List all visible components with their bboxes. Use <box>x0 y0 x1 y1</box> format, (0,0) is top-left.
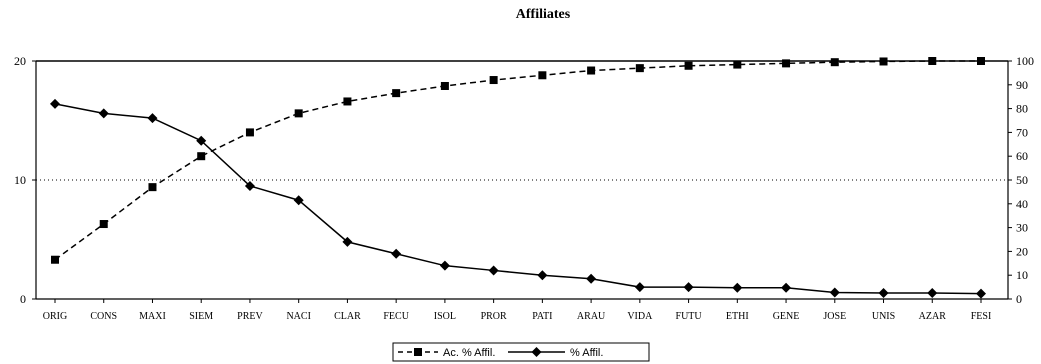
cumulative-point <box>879 57 888 66</box>
x-tick-label: SIEM <box>189 311 213 322</box>
x-tick-label: FESI <box>971 311 992 322</box>
x-tick-label: CONS <box>90 311 117 322</box>
cumulative-series-line <box>54 60 981 261</box>
left-axis-ticks: 0 10 20 <box>14 54 36 306</box>
x-tick-label: AZAR <box>919 311 947 322</box>
cumulative-point <box>245 128 254 137</box>
percent-point <box>732 282 743 293</box>
right-axis-ticks: 0 10 20 30 40 50 60 70 80 90 100 <box>1008 54 1034 306</box>
cumulative-point <box>343 97 352 106</box>
cumulative-point <box>830 58 839 67</box>
cumulative-point <box>294 109 303 118</box>
x-tick-label: UNIS <box>872 311 895 322</box>
x-tick-label: FUTU <box>676 311 703 322</box>
x-tick-label: PROR <box>481 311 507 322</box>
legend: Ac. % Affil. % Affil. <box>392 342 650 362</box>
cumulative-point <box>635 64 644 73</box>
x-tick-label: CLAR <box>334 311 361 322</box>
right-tick-label: 20 <box>1016 244 1028 258</box>
percent-point <box>829 287 840 298</box>
percent-point <box>342 236 353 247</box>
percent-point <box>293 195 304 206</box>
left-tick-label: 20 <box>14 54 26 68</box>
cumulative-point <box>51 255 59 264</box>
right-tick-label: 50 <box>1016 173 1028 187</box>
chart-title: Affiliates <box>516 7 571 22</box>
legend-marker-percent <box>531 347 542 357</box>
legend-marker-cumulative <box>414 348 422 356</box>
cumulative-point <box>782 59 791 68</box>
percent-point <box>196 135 207 146</box>
x-tick-label: PREV <box>237 311 263 322</box>
percent-point <box>634 282 645 293</box>
cumulative-point <box>733 60 742 69</box>
x-tick-label: PATI <box>532 311 552 322</box>
percent-point <box>586 273 597 284</box>
percent-point <box>878 288 889 299</box>
right-tick-label: 70 <box>1016 125 1028 139</box>
right-tick-label: 100 <box>1016 54 1034 68</box>
cumulative-point <box>99 220 108 229</box>
series-markers <box>50 57 986 299</box>
right-tick-label: 60 <box>1016 149 1028 163</box>
percent-point <box>391 248 402 259</box>
cumulative-point <box>587 66 596 75</box>
right-tick-label: 30 <box>1016 221 1028 235</box>
x-axis-ticks: ORIG CONS MAXI SIEM PREV NACI CLAR FECU ISOL PROR… <box>43 299 992 322</box>
percent-point <box>50 98 60 109</box>
percent-point <box>927 288 938 299</box>
right-tick-label: 90 <box>1016 78 1028 92</box>
right-tick-label: 80 <box>1016 102 1028 116</box>
x-tick-label: VIDA <box>627 311 653 322</box>
cumulative-point <box>197 152 206 161</box>
axes <box>35 60 1009 300</box>
x-tick-label: MAXI <box>139 311 166 322</box>
percent-point <box>537 270 548 281</box>
x-tick-label: ISOL <box>434 311 456 322</box>
x-tick-label: JOSE <box>823 311 846 322</box>
cumulative-point <box>148 183 157 192</box>
left-tick-label: 0 <box>20 292 26 306</box>
series-lines <box>54 60 982 295</box>
legend-label-percent: % Affil. <box>570 347 603 359</box>
left-tick-label: 10 <box>14 173 26 187</box>
percent-point <box>98 108 109 119</box>
x-tick-label: ARAU <box>577 311 606 322</box>
percent-point <box>147 113 158 124</box>
x-tick-label: ETHI <box>726 311 749 322</box>
cumulative-point <box>489 76 498 85</box>
cumulative-point <box>392 89 401 98</box>
percent-point <box>976 288 986 299</box>
percent-point <box>488 265 499 276</box>
percent-point <box>439 260 450 271</box>
right-tick-label: 0 <box>1016 292 1022 306</box>
x-tick-label: GENE <box>773 311 800 322</box>
x-tick-label: NACI <box>286 311 310 322</box>
cumulative-point <box>538 71 547 80</box>
x-tick-label: ORIG <box>43 311 67 322</box>
right-tick-label: 40 <box>1016 197 1028 211</box>
right-tick-label: 10 <box>1016 268 1028 282</box>
percent-point <box>683 282 694 293</box>
x-tick-label: FECU <box>383 311 409 322</box>
cumulative-point <box>928 57 937 65</box>
percent-series-line <box>54 103 982 295</box>
percent-point <box>781 282 792 293</box>
cumulative-point <box>977 57 985 65</box>
percent-point <box>244 180 255 191</box>
cumulative-point <box>684 61 693 70</box>
cumulative-point <box>440 81 449 90</box>
legend-label-cumulative: Ac. % Affil. <box>443 347 495 359</box>
